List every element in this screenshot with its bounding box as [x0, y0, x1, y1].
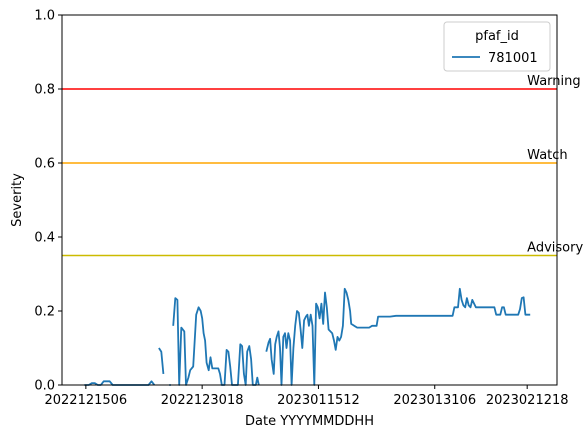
series-781001-segment-1 [158, 347, 165, 374]
series-781001-segment-4 [265, 287, 531, 386]
y-axis-label: Severity [10, 173, 25, 227]
x-tick-label: 2022121506 [44, 393, 127, 408]
x-tick-label: 2022123018 [161, 393, 244, 408]
series-781001-segment-3 [172, 297, 260, 386]
x-axis-label: Date YYYYMMDDHH [245, 414, 374, 429]
threshold-label-watch: Watch [527, 148, 567, 163]
legend: pfaf_id 781001 [443, 21, 551, 72]
y-tick-label: 0.2 [34, 305, 55, 320]
y-tick-label: 0.6 [34, 157, 55, 172]
y-tick-label: 0.8 [34, 83, 55, 98]
y-tick-label: 0.4 [34, 231, 55, 246]
series-layer [84, 287, 531, 386]
threshold-layer: Warning Watch Advisory [62, 74, 583, 257]
series-781001-segment-0 [84, 380, 156, 386]
threshold-label-warning: Warning [527, 74, 580, 89]
y-tick-label: 1.0 [34, 9, 55, 24]
x-axis: 2022121506 2022123018 2023011512 2023013106… [44, 385, 569, 408]
plot-frame [61, 14, 558, 386]
x-tick-label: 2023021218 [486, 393, 569, 408]
y-axis: 0.0 0.2 0.4 0.6 0.8 1.0 [34, 9, 62, 394]
x-tick-label: 2023011512 [277, 393, 360, 408]
x-tick-label: 2023013106 [393, 393, 476, 408]
legend-box [443, 21, 551, 72]
y-tick-label: 0.0 [34, 379, 55, 394]
legend-title: pfaf_id [475, 29, 519, 44]
legend-entry-781001: 781001 [488, 51, 538, 66]
threshold-label-advisory: Advisory [527, 241, 583, 256]
